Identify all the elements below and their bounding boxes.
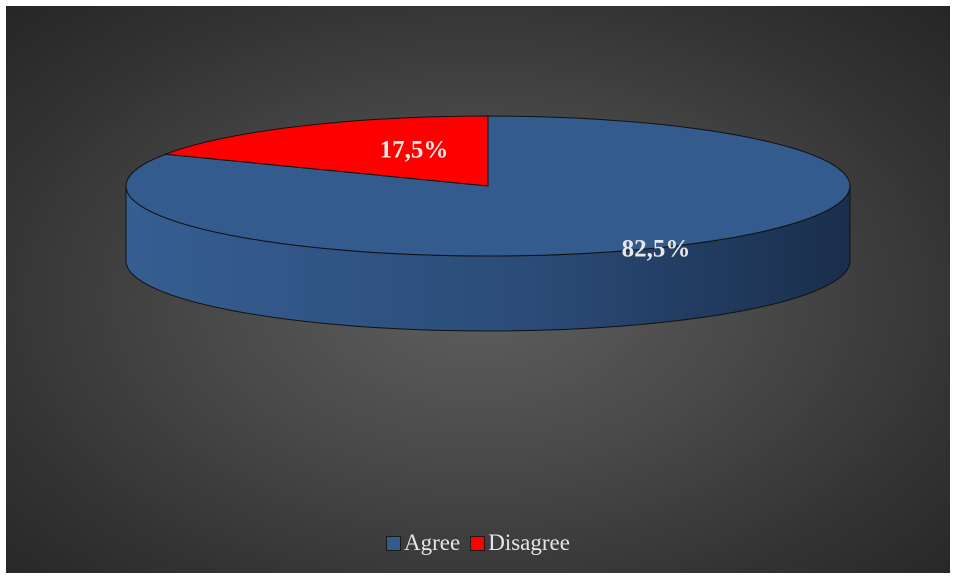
legend-swatch-agree	[386, 535, 402, 551]
legend-label-agree: Agree	[404, 530, 461, 555]
pie-slice-disagree	[165, 115, 489, 187]
legend: Agree Disagree	[6, 530, 950, 556]
pie-chart: 82,5% 17,5%	[125, 115, 851, 332]
legend-item-disagree: Disagree	[470, 530, 570, 556]
data-label-disagree: 17,5%	[380, 137, 449, 164]
legend-label-disagree: Disagree	[488, 530, 570, 555]
chart-area: 82,5% 17,5% Agree Disagree	[6, 6, 950, 573]
data-label-agree: 82,5%	[622, 236, 691, 263]
legend-item-agree: Agree	[386, 530, 460, 556]
legend-swatch-disagree	[470, 535, 486, 551]
